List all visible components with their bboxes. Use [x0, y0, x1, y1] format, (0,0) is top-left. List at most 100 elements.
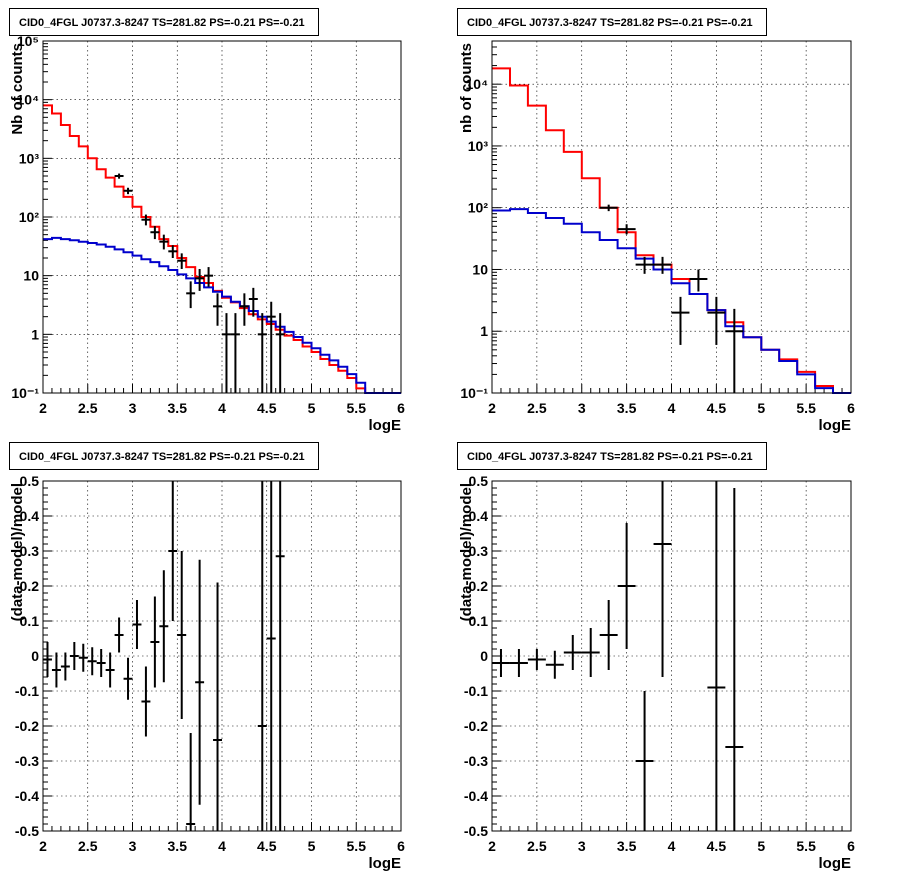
x-tick-label: 4.5: [257, 838, 277, 854]
y-tick-label: -0.2: [15, 718, 39, 734]
x-tick-label: 5.5: [347, 400, 367, 416]
x-tick-label: 3: [129, 838, 137, 854]
y-tick-label: 10⁵: [17, 33, 39, 49]
residual-panel-left: CID0_4FGL J0737.3-8247 TS=281.82 PS=-0.2…: [9, 442, 405, 872]
x-tick-label: 4.5: [707, 838, 727, 854]
y-tick-label: 0.1: [20, 613, 40, 629]
x-tick-label: 4: [218, 400, 226, 416]
y-tick-label: -0.5: [15, 823, 39, 839]
title-box: [457, 442, 767, 470]
y-tick-label: 10⁴: [466, 76, 489, 92]
x-tick-label: 4.5: [707, 400, 727, 416]
y-tick-label: 0.1: [469, 613, 489, 629]
chart-title: CID0_4FGL J0737.3-8247 TS=281.82 PS=-0.2…: [19, 17, 305, 29]
counts-panel-right: CID0_4FGL J0737.3-8247 TS=281.82 PS=-0.2…: [457, 8, 855, 434]
x-tick-label: 3.5: [168, 400, 188, 416]
x-tick-label: 3: [578, 838, 586, 854]
x-tick-label: 2.5: [78, 400, 98, 416]
y-tick-label: 10: [23, 268, 39, 284]
y-tick-label: -0.1: [15, 683, 39, 699]
x-tick-label: 5.5: [796, 838, 816, 854]
y-tick-label: 0.5: [469, 473, 489, 489]
y-tick-label: -0.3: [15, 753, 39, 769]
residual-panel-right: CID0_4FGL J0737.3-8247 TS=281.82 PS=-0.2…: [457, 442, 855, 872]
x-tick-label: 4: [218, 838, 226, 854]
grid: [43, 41, 401, 393]
y-tick-label: 1: [480, 323, 488, 339]
x-tick-label: 2.5: [78, 838, 98, 854]
y-tick-label: 0.3: [20, 543, 40, 559]
plot-frame: [491, 480, 852, 832]
x-tick-label: 5: [308, 838, 316, 854]
plot-frame: [42, 480, 402, 832]
x-tick-label: 3: [578, 400, 586, 416]
y-tick-label: 0: [31, 648, 39, 664]
y-tick-label: 10²: [468, 200, 489, 216]
x-axis-title: logE: [369, 855, 402, 872]
y-tick-label: -0.1: [464, 683, 488, 699]
x-tick-label: 5: [308, 400, 316, 416]
y-tick-label: -0.4: [464, 788, 488, 804]
x-tick-label: 3.5: [617, 400, 637, 416]
x-tick-label: 2.5: [527, 400, 547, 416]
background-histogram: [492, 208, 851, 394]
x-tick-label: 6: [397, 400, 405, 416]
x-axis-title: logE: [819, 855, 852, 872]
y-tick-label: 0: [480, 648, 488, 664]
y-tick-label: 0.5: [20, 473, 40, 489]
axis-ticks: [491, 40, 852, 394]
x-tick-label: 5: [757, 838, 765, 854]
y-tick-label: 0.4: [20, 508, 40, 524]
y-tick-label: -0.4: [15, 788, 39, 804]
counts-panel-left: CID0_4FGL J0737.3-8247 TS=281.82 PS=-0.2…: [9, 8, 405, 434]
y-tick-label: 0.2: [469, 578, 489, 594]
plot-frame: [491, 40, 852, 394]
x-tick-label: 2: [488, 838, 496, 854]
title-box: [9, 8, 319, 36]
y-tick-label: 10³: [468, 138, 489, 154]
y-axis-title: nb of counts: [458, 43, 475, 133]
y-tick-label: 10³: [19, 150, 40, 166]
x-tick-label: 3: [129, 400, 137, 416]
y-tick-label: 0.4: [469, 508, 489, 524]
y-axis-title: (data-model)/model: [9, 483, 26, 621]
chart-title: CID0_4FGL J0737.3-8247 TS=281.82 PS=-0.2…: [19, 451, 305, 463]
x-tick-label: 6: [847, 838, 855, 854]
title-box: [9, 442, 319, 470]
title-box: [457, 8, 767, 36]
chart-title: CID0_4FGL J0737.3-8247 TS=281.82 PS=-0.2…: [467, 17, 753, 29]
x-tick-label: 5.5: [796, 400, 816, 416]
y-tick-label: 10⁴: [17, 92, 40, 108]
x-tick-label: 4: [668, 400, 676, 416]
x-tick-label: 6: [397, 838, 405, 854]
x-tick-label: 3.5: [168, 838, 188, 854]
y-tick-label: 10²: [19, 209, 40, 225]
background-histogram: [43, 236, 401, 394]
y-axis-title: Nb of counts: [9, 43, 26, 135]
x-tick-label: 5: [757, 400, 765, 416]
y-tick-label: 10⁻¹: [11, 385, 39, 401]
x-tick-label: 4.5: [257, 400, 277, 416]
x-tick-label: 4: [668, 838, 676, 854]
y-tick-label: 0.3: [469, 543, 489, 559]
y-tick-label: 1: [31, 326, 39, 342]
x-tick-label: 2: [488, 400, 496, 416]
x-tick-label: 2.5: [527, 838, 547, 854]
y-tick-label: 10: [472, 261, 488, 277]
y-tick-label: 0.2: [20, 578, 40, 594]
x-axis-title: logE: [369, 417, 402, 434]
chart-title: CID0_4FGL J0737.3-8247 TS=281.82 PS=-0.2…: [467, 451, 753, 463]
x-tick-label: 3.5: [617, 838, 637, 854]
grid: [43, 481, 401, 831]
grid: [492, 481, 851, 831]
y-tick-label: -0.2: [464, 718, 488, 734]
y-tick-label: -0.3: [464, 753, 488, 769]
y-tick-label: 10⁻¹: [460, 385, 488, 401]
x-axis-title: logE: [819, 417, 852, 434]
x-tick-label: 6: [847, 400, 855, 416]
x-tick-label: 2: [39, 400, 47, 416]
x-tick-label: 2: [39, 838, 47, 854]
y-axis-title: (data-model)/model: [458, 483, 475, 621]
x-tick-label: 5.5: [347, 838, 367, 854]
